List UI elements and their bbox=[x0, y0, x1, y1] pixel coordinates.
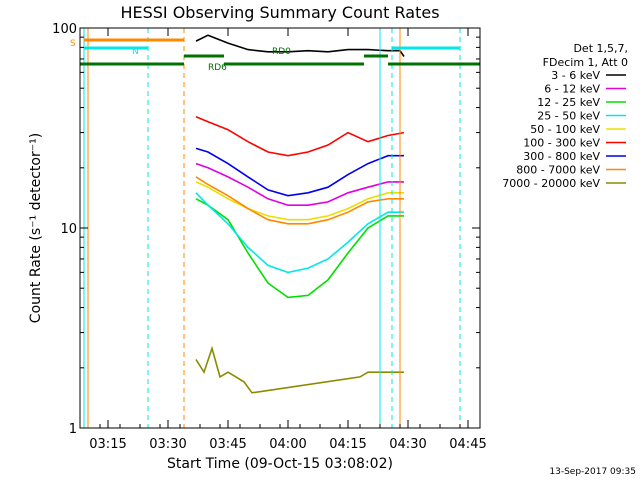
series-300-800-kev bbox=[195, 147, 404, 197]
x-tick-label-4: 04:00 bbox=[269, 437, 306, 452]
series-800-7000-kev bbox=[195, 176, 404, 225]
legend-label-7000-20000-kev: 7000 - 20000 keV bbox=[502, 177, 600, 190]
series-12-25-kev bbox=[195, 198, 404, 299]
legend-header-2: FDecim 1, Att 0 bbox=[543, 56, 628, 69]
axes-layer: 03:15 03:30 03:45 04:00 04:15 04:30 04:45 1 10 10… bbox=[52, 22, 487, 452]
x-tick-label-1: 03:15 bbox=[89, 437, 126, 452]
series-7000-20000-kev bbox=[195, 345, 404, 394]
flag-label-s: S bbox=[70, 39, 76, 49]
flag-bars-layer: S N RD0 RD6 bbox=[70, 38, 480, 73]
y-axis-label: Count Rate (s⁻¹ detector⁻¹) bbox=[28, 133, 44, 323]
y-tick-label-2: 10 bbox=[60, 222, 77, 237]
legend-label-100-300-kev: 100 - 300 keV bbox=[523, 137, 600, 150]
flag-label-n: N bbox=[132, 47, 139, 57]
legend-label-50-100-kev: 50 - 100 keV bbox=[530, 123, 600, 136]
y-tick-label-1: 1 bbox=[69, 422, 77, 437]
chart-title: HESSI Observing Summary Count Rates bbox=[120, 3, 439, 22]
x-tick-label-5: 04:15 bbox=[329, 437, 366, 452]
legend-label-300-800-kev: 300 - 800 keV bbox=[523, 150, 600, 163]
plot-frame bbox=[79, 27, 481, 429]
x-axis-label: Start Time (09-Oct-15 03:08:02) bbox=[167, 456, 393, 472]
series-6-12-kev bbox=[195, 162, 404, 206]
legend-label-12-25-kev: 12 - 25 keV bbox=[537, 96, 600, 109]
series-50-100-kev bbox=[195, 181, 404, 221]
x-tick-label-6: 04:30 bbox=[389, 437, 426, 452]
legend-label-6-12-kev: 6 - 12 keV bbox=[544, 83, 600, 96]
series-100-300-kev bbox=[195, 115, 405, 157]
series-3-6-kev bbox=[195, 34, 405, 57]
series-25-50-kev bbox=[195, 192, 404, 274]
flag-label-rd0: RD0 bbox=[272, 47, 291, 57]
x-tick-label-2: 03:30 bbox=[149, 437, 186, 452]
y-tick-label-3: 100 bbox=[52, 22, 77, 37]
x-tick-label-3: 03:45 bbox=[209, 437, 246, 452]
x-tick-label-7: 04:45 bbox=[449, 437, 486, 452]
legend-label-3-6-kev: 3 - 6 keV bbox=[551, 69, 600, 82]
vertical-lines-layer bbox=[83, 28, 461, 428]
flag-label-rd6: RD6 bbox=[208, 63, 227, 73]
legend-label-25-50-kev: 25 - 50 keV bbox=[537, 110, 600, 123]
series-layer bbox=[195, 34, 405, 394]
footer-timestamp: 13-Sep-2017 09:35 bbox=[549, 467, 636, 477]
legend-label-800-7000-kev: 800 - 7000 keV bbox=[516, 164, 600, 177]
legend-header-1: Det 1,5,7, bbox=[573, 42, 628, 55]
